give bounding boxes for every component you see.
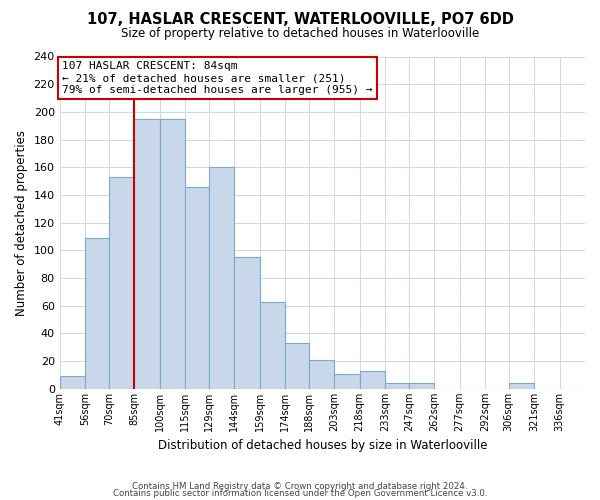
Bar [260,302,285,389]
Bar [359,371,385,389]
Text: 107 HASLAR CRESCENT: 84sqm
← 21% of detached houses are smaller (251)
79% of sem: 107 HASLAR CRESCENT: 84sqm ← 21% of deta… [62,62,373,94]
Bar [109,177,134,389]
Text: Contains HM Land Registry data © Crown copyright and database right 2024.: Contains HM Land Registry data © Crown c… [132,482,468,491]
Bar [234,258,260,389]
Text: Contains public sector information licensed under the Open Government Licence v3: Contains public sector information licen… [113,490,487,498]
Bar [185,186,209,389]
Bar [134,119,160,389]
Bar [85,238,109,389]
Bar [285,343,309,389]
Bar [59,376,85,389]
Bar [334,374,359,389]
Bar [209,168,234,389]
Bar [385,384,409,389]
Bar [309,360,334,389]
Text: Size of property relative to detached houses in Waterlooville: Size of property relative to detached ho… [121,28,479,40]
X-axis label: Distribution of detached houses by size in Waterlooville: Distribution of detached houses by size … [158,440,487,452]
Bar [509,384,534,389]
Bar [160,119,185,389]
Text: 107, HASLAR CRESCENT, WATERLOOVILLE, PO7 6DD: 107, HASLAR CRESCENT, WATERLOOVILLE, PO7… [86,12,514,28]
Bar [409,384,434,389]
Y-axis label: Number of detached properties: Number of detached properties [15,130,28,316]
